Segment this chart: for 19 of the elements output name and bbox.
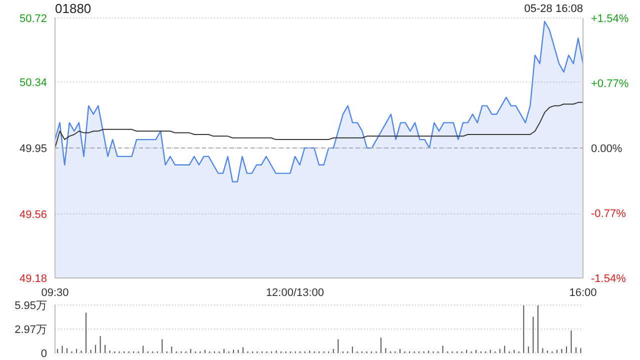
line-series: [54, 102, 584, 148]
y-tick-label: 5.95万: [14, 300, 47, 312]
y-tick-label: 49.18: [19, 273, 47, 285]
y2-tick-label: +1.54%: [591, 13, 629, 25]
y2-tick-label: -0.77%: [591, 208, 626, 220]
y-tick-label: 49.56: [19, 208, 47, 221]
x-tick-label: 09:30: [41, 287, 69, 299]
x-tick-label: 16:00: [569, 287, 597, 299]
text: 05-28 16:08: [524, 3, 583, 15]
y-tick-label: 49.95: [19, 143, 47, 155]
x-tick-label: 12:00/13:00: [266, 287, 324, 299]
y2-tick-label: +0.77%: [591, 78, 629, 90]
y-tick-label: 2.97万: [14, 324, 47, 336]
y-tick-label: 50.34: [19, 77, 47, 90]
y2-tick-label: -1.54%: [591, 273, 626, 285]
y-tick-label: 50.72: [19, 13, 47, 25]
chart-title: 01880: [55, 1, 92, 16]
y2-tick-label: 0.00%: [591, 143, 622, 155]
y-tick-label: 0: [40, 348, 47, 360]
